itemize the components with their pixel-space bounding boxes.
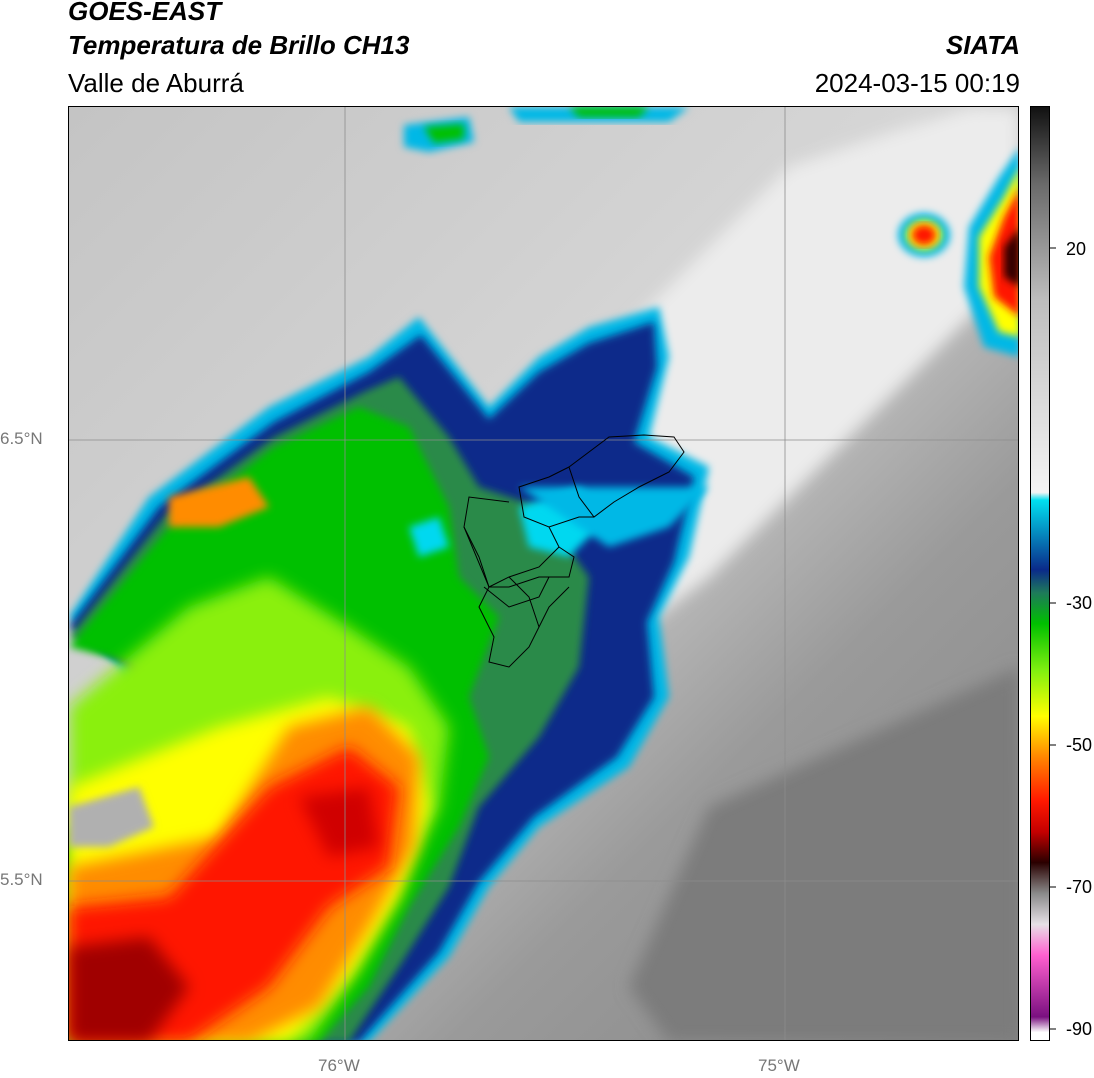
lat-label-5-5: 5.5°N — [0, 870, 43, 889]
eastern-convective-cells — [898, 149, 1018, 357]
municipal-boundaries — [463, 434, 685, 668]
map-gridlines — [69, 107, 1018, 1040]
colorbar-tick-20: 20 — [1066, 239, 1087, 259]
colorbar-tick-neg50: -50 — [1066, 735, 1093, 755]
lon-label-75w: 75°W — [758, 1056, 800, 1075]
colorbar-tick-marks — [1050, 247, 1056, 1030]
satellite-title: GOES-EAST — [68, 0, 222, 26]
dark-surface-area — [629, 667, 1018, 1040]
region-subtitle: Valle de Aburrá — [68, 68, 244, 98]
product-title: Temperatura de Brillo CH13 — [68, 30, 410, 60]
colorbar-tick-neg70: -70 — [1066, 877, 1093, 897]
colorbar — [1030, 106, 1050, 1041]
map-canvas — [69, 107, 1018, 1040]
colorbar-tick-neg30: -30 — [1066, 593, 1093, 613]
timestamp-label: 2024-03-15 00:19 — [814, 68, 1020, 98]
lat-label-6-5: 6.5°N — [0, 429, 43, 448]
agency-label: SIATA — [945, 30, 1020, 60]
lon-label-76w: 76°W — [318, 1056, 360, 1075]
northern-cloud-fragments — [404, 107, 689, 152]
colorbar-tick-neg90: -90 — [1066, 1019, 1093, 1039]
brightness-temperature-map — [68, 106, 1019, 1041]
